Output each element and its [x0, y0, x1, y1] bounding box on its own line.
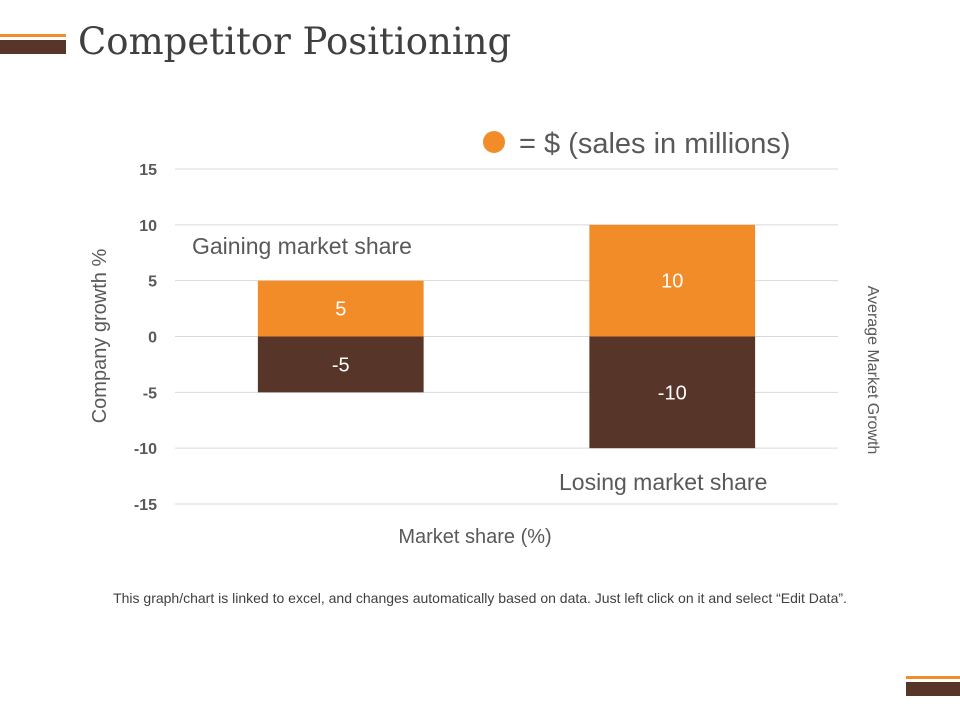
y-tick-label: -15 — [134, 497, 157, 514]
y-tick-label: 15 — [139, 162, 157, 179]
y-axis-label: Company growth % — [89, 249, 111, 424]
bar-data-label: 10 — [661, 271, 683, 293]
bar-data-label: 5 — [335, 299, 346, 321]
bar-data-label: -10 — [658, 382, 687, 404]
legend-label: = $ (sales in millions) — [519, 128, 791, 160]
annotation-gaining: Gaining market share — [192, 233, 412, 259]
y-tick-label: 10 — [139, 218, 157, 235]
top-left-accent-bar — [0, 34, 66, 54]
bar-segment — [257, 336, 424, 393]
bar-segment — [257, 280, 424, 337]
accent-block — [906, 682, 960, 696]
x-axis-label: Market share (%) — [398, 526, 551, 548]
y-tick-label: -10 — [134, 441, 157, 458]
legend-marker — [483, 131, 505, 153]
bar-segment — [589, 224, 756, 337]
bottom-right-accent-bar — [906, 676, 960, 696]
footnote: This graph/chart is linked to excel, and… — [113, 590, 847, 606]
bar-data-label: -5 — [332, 354, 350, 376]
bars: 5 10 -5 -10 — [257, 224, 756, 449]
accent-block — [0, 40, 66, 54]
accent-line — [0, 34, 66, 37]
y-tick-label: -5 — [143, 385, 157, 402]
y-axis-ticks: 15 10 5 0 -5 -10 -15 — [134, 162, 157, 514]
bar-segment — [589, 336, 756, 449]
y-tick-label: 0 — [148, 330, 157, 347]
annotation-losing: Losing market share — [559, 469, 767, 495]
secondary-axis-label: Average Market Growth — [864, 286, 881, 455]
accent-line — [906, 676, 960, 679]
page-title: Competitor Positioning — [78, 20, 512, 63]
y-tick-label: 5 — [148, 274, 157, 291]
